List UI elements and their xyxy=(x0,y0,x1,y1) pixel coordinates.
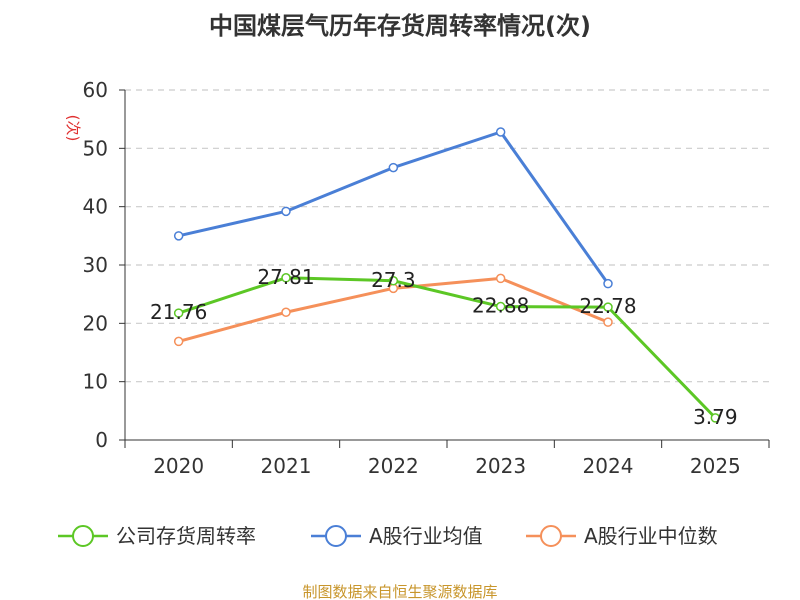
y-tick-label: 40 xyxy=(83,195,108,219)
legend-label: A股行业中位数 xyxy=(584,524,718,548)
data-labels: 21.76 27.81 27.3 22.88 22.78 3.79 xyxy=(150,265,738,429)
data-point xyxy=(495,273,506,284)
data-point xyxy=(281,273,291,283)
data-label: 27.3 xyxy=(371,268,416,292)
x-tick-label: 2023 xyxy=(475,454,526,478)
chart-title: 中国煤层气历年存货周转率情况(次) xyxy=(209,12,591,40)
series-line xyxy=(178,130,610,285)
x-tick-label: 2024 xyxy=(583,454,634,478)
data-point xyxy=(603,317,613,327)
x-tick-label: 2022 xyxy=(368,454,419,478)
data-point xyxy=(173,308,184,318)
legend-marker-icon xyxy=(325,525,347,547)
data-point xyxy=(495,127,506,137)
legend-label: A股行业均值 xyxy=(369,524,483,548)
x-tick-label: 2025 xyxy=(690,454,741,478)
data-label: 21.76 xyxy=(150,300,207,324)
legend: 公司存货周转率 A股行业均值 A股行业中位数 xyxy=(58,524,718,548)
axes: 0 10 20 30 40 50 60 2020 2021 2022 2023 2024 2025 xyxy=(83,78,770,478)
data-point xyxy=(173,231,184,241)
source-note: 制图数据来自恒生聚源数据库 xyxy=(302,583,497,600)
data-point xyxy=(603,278,613,289)
y-tick-label: 20 xyxy=(83,311,108,335)
y-tick-label: 0 xyxy=(95,428,108,452)
series-group xyxy=(173,127,721,423)
y-tick-label: 10 xyxy=(83,370,108,394)
data-point xyxy=(281,206,291,217)
legend-label: 公司存货周转率 xyxy=(116,524,256,548)
grid-lines xyxy=(125,89,769,383)
y-tick-label: 60 xyxy=(83,78,108,102)
legend-marker-icon xyxy=(540,525,562,547)
y-axis-unit-label: (次) xyxy=(64,115,82,142)
data-point xyxy=(173,336,184,347)
data-point xyxy=(388,162,399,173)
data-label: 22.88 xyxy=(472,294,529,318)
data-label: 3.79 xyxy=(693,405,738,429)
data-point xyxy=(603,302,613,312)
x-tick-label: 2021 xyxy=(261,454,312,478)
legend-marker-icon xyxy=(72,525,94,547)
y-tick-label: 50 xyxy=(83,136,108,160)
y-tick-label: 30 xyxy=(83,253,108,277)
data-label: 27.81 xyxy=(257,265,314,289)
data-label: 22.78 xyxy=(579,294,636,318)
x-tick-label: 2020 xyxy=(153,454,204,478)
data-point xyxy=(710,413,721,423)
data-point xyxy=(388,276,399,286)
data-point xyxy=(495,301,506,312)
series-line xyxy=(178,276,717,419)
data-point xyxy=(281,307,291,317)
